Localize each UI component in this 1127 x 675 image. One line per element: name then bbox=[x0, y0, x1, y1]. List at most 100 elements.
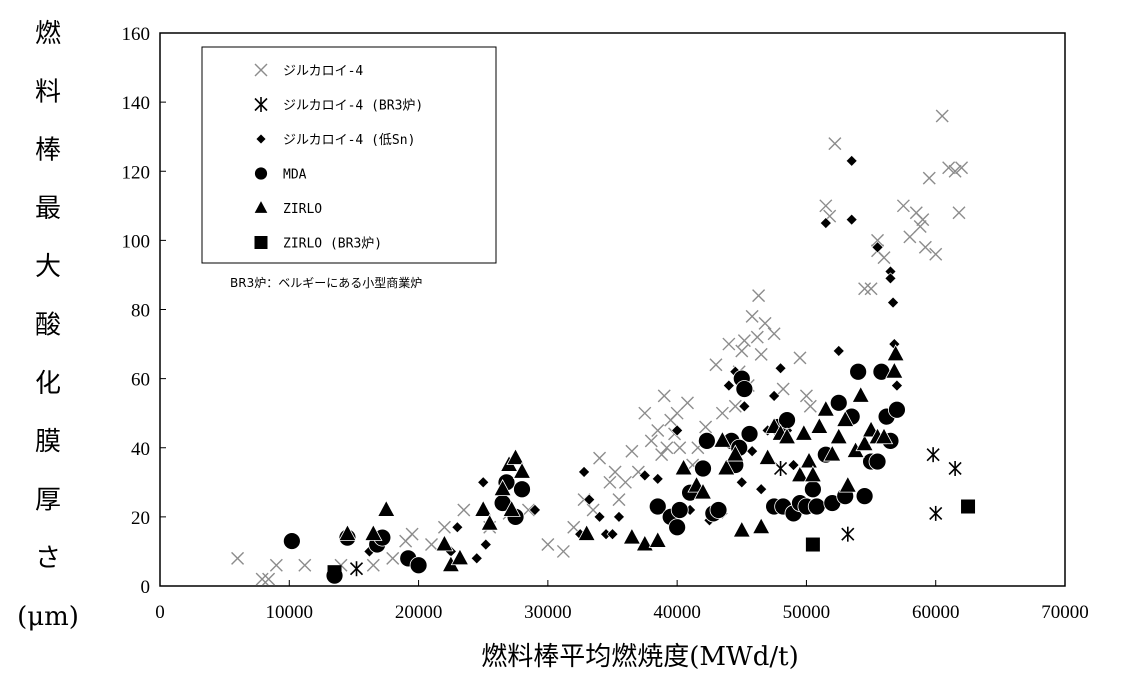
data-point bbox=[437, 520, 451, 534]
data-point bbox=[612, 493, 626, 507]
y-tick-label: 80 bbox=[131, 301, 150, 322]
data-point bbox=[913, 220, 927, 234]
data-point bbox=[819, 199, 833, 213]
data-point bbox=[693, 482, 713, 500]
data-point bbox=[673, 441, 687, 455]
data-point bbox=[864, 282, 878, 296]
x-tick-label: 10000 bbox=[266, 602, 314, 623]
data-point bbox=[521, 503, 535, 517]
data-point bbox=[680, 396, 694, 410]
series-square bbox=[327, 499, 976, 580]
data-point bbox=[377, 499, 396, 517]
data-point bbox=[670, 501, 689, 519]
y-axis-label-char: 最 bbox=[35, 194, 61, 224]
data-point bbox=[841, 526, 855, 542]
data-point bbox=[887, 296, 899, 309]
data-point bbox=[625, 444, 639, 458]
legend-item: ジルカロイ-4 bbox=[254, 63, 363, 79]
data-point bbox=[737, 334, 751, 348]
data-point bbox=[577, 523, 596, 541]
data-point bbox=[298, 558, 312, 572]
data-point bbox=[888, 400, 906, 419]
data-point bbox=[799, 389, 813, 403]
data-point bbox=[961, 499, 976, 514]
data-point bbox=[541, 538, 555, 552]
data-point bbox=[231, 551, 245, 565]
data-point bbox=[668, 518, 687, 537]
data-point bbox=[735, 476, 748, 489]
data-point bbox=[657, 389, 671, 403]
legend-label: ZIRLO bbox=[283, 202, 322, 217]
data-point bbox=[845, 213, 858, 226]
data-point bbox=[799, 451, 819, 469]
y-tick-label: 140 bbox=[122, 93, 151, 114]
data-point bbox=[738, 400, 751, 413]
data-point bbox=[474, 499, 493, 517]
data-point bbox=[386, 551, 400, 565]
data-point bbox=[790, 465, 810, 483]
data-point bbox=[735, 380, 754, 398]
legend-marker-x bbox=[254, 63, 268, 77]
data-point bbox=[793, 351, 807, 365]
data-point bbox=[726, 444, 745, 462]
data-point bbox=[556, 544, 570, 558]
x-tick-label: 60000 bbox=[912, 602, 960, 623]
data-point bbox=[269, 558, 283, 572]
data-point bbox=[364, 523, 383, 541]
data-point bbox=[836, 409, 855, 427]
data-point bbox=[732, 520, 751, 538]
data-point bbox=[955, 161, 969, 175]
data-point bbox=[513, 480, 531, 499]
data-point bbox=[651, 423, 665, 437]
data-point bbox=[613, 510, 625, 523]
y-axis-label-char: 酸 bbox=[35, 311, 61, 341]
legend-item: MDA bbox=[254, 166, 307, 183]
data-point bbox=[855, 487, 874, 506]
data-point bbox=[916, 213, 930, 227]
data-point bbox=[262, 572, 276, 586]
data-point bbox=[884, 272, 897, 285]
legend-item: ZIRLO (BR3炉) bbox=[254, 236, 382, 252]
data-point bbox=[774, 460, 788, 476]
y-axis-label-char: (μm) bbox=[17, 602, 79, 632]
data-point bbox=[871, 233, 885, 247]
data-point bbox=[409, 556, 428, 575]
data-point bbox=[651, 472, 664, 485]
legend-label: ジルカロイ-4 (低Sn) bbox=[283, 133, 415, 148]
x-tick-label: 30000 bbox=[524, 602, 572, 623]
data-point bbox=[644, 434, 658, 448]
x-tick-label: 50000 bbox=[783, 602, 831, 623]
data-point bbox=[493, 479, 512, 497]
legend-marker-asterisk bbox=[254, 97, 268, 112]
data-point bbox=[745, 309, 759, 323]
data-point bbox=[752, 517, 771, 535]
data-point bbox=[891, 379, 903, 392]
data-point bbox=[583, 493, 596, 506]
data-point bbox=[838, 475, 857, 493]
data-point bbox=[874, 427, 894, 445]
data-point bbox=[435, 534, 454, 552]
data-point bbox=[823, 444, 842, 462]
y-tick-label: 160 bbox=[122, 24, 151, 45]
data-point bbox=[709, 358, 723, 372]
data-point bbox=[694, 459, 712, 478]
data-point bbox=[832, 345, 845, 357]
data-point bbox=[470, 552, 483, 565]
data-point bbox=[502, 499, 521, 517]
data-point bbox=[578, 466, 590, 478]
data-point bbox=[606, 528, 619, 541]
data-point bbox=[717, 458, 736, 476]
data-point bbox=[896, 199, 910, 213]
data-point bbox=[948, 460, 962, 476]
data-point bbox=[851, 385, 870, 403]
data-point bbox=[638, 469, 651, 482]
data-point bbox=[794, 423, 814, 441]
data-point bbox=[608, 465, 622, 479]
data-point bbox=[871, 241, 884, 254]
data-point bbox=[922, 171, 936, 185]
data-point bbox=[752, 289, 766, 303]
data-point bbox=[660, 441, 674, 455]
data-point bbox=[405, 527, 419, 541]
data-point bbox=[768, 389, 781, 402]
